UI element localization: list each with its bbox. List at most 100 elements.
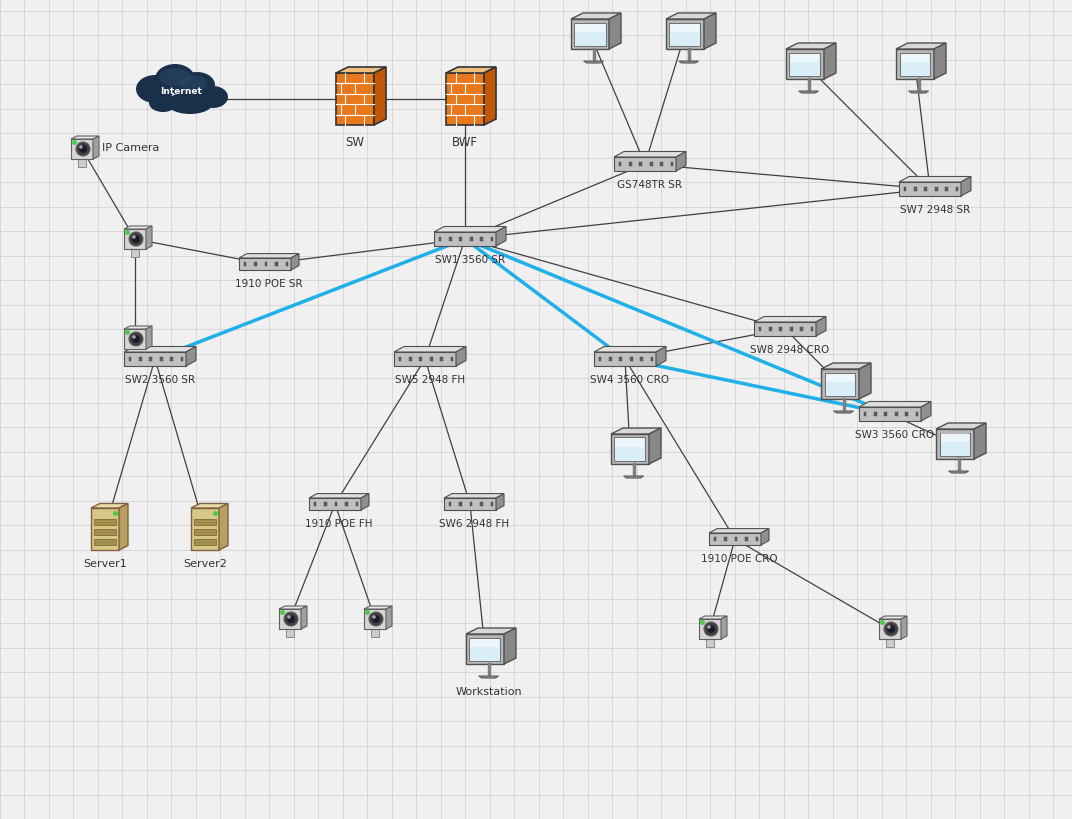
Polygon shape <box>444 499 496 510</box>
Polygon shape <box>899 177 971 183</box>
Polygon shape <box>71 140 93 160</box>
Text: SW5 2948 FH: SW5 2948 FH <box>394 374 465 385</box>
Polygon shape <box>191 509 219 550</box>
Polygon shape <box>124 229 146 250</box>
Polygon shape <box>699 619 721 639</box>
Polygon shape <box>239 259 291 270</box>
FancyBboxPatch shape <box>491 503 493 506</box>
Polygon shape <box>91 504 128 509</box>
Polygon shape <box>496 494 504 510</box>
FancyBboxPatch shape <box>324 503 327 506</box>
Polygon shape <box>670 24 700 47</box>
Polygon shape <box>879 616 907 619</box>
Polygon shape <box>446 74 483 126</box>
Polygon shape <box>799 92 819 94</box>
Circle shape <box>708 626 711 629</box>
FancyBboxPatch shape <box>314 503 316 506</box>
Polygon shape <box>466 634 504 664</box>
FancyBboxPatch shape <box>905 413 908 416</box>
FancyBboxPatch shape <box>286 629 294 637</box>
Polygon shape <box>434 233 496 247</box>
Text: SW8 2948 CRO: SW8 2948 CRO <box>750 345 830 355</box>
Text: Internet: Internet <box>160 88 202 97</box>
FancyBboxPatch shape <box>629 358 632 361</box>
Ellipse shape <box>179 76 207 92</box>
Polygon shape <box>124 329 146 350</box>
Circle shape <box>132 236 136 239</box>
Text: SW: SW <box>345 136 364 149</box>
Polygon shape <box>940 434 969 442</box>
Circle shape <box>888 626 891 629</box>
Polygon shape <box>761 529 769 545</box>
FancyBboxPatch shape <box>620 358 622 361</box>
FancyBboxPatch shape <box>724 537 727 541</box>
Polygon shape <box>821 364 870 369</box>
Circle shape <box>287 616 291 619</box>
Polygon shape <box>309 499 361 510</box>
Polygon shape <box>789 53 820 76</box>
Ellipse shape <box>167 93 213 115</box>
Polygon shape <box>444 494 504 499</box>
FancyBboxPatch shape <box>94 529 116 536</box>
FancyBboxPatch shape <box>800 328 803 332</box>
FancyBboxPatch shape <box>371 629 379 637</box>
FancyBboxPatch shape <box>914 188 917 192</box>
Polygon shape <box>786 44 836 50</box>
Polygon shape <box>821 369 859 400</box>
Circle shape <box>79 146 87 154</box>
Polygon shape <box>483 68 496 126</box>
Ellipse shape <box>155 65 195 95</box>
Polygon shape <box>824 373 855 396</box>
Polygon shape <box>666 20 704 50</box>
FancyBboxPatch shape <box>399 358 401 361</box>
Polygon shape <box>699 616 727 619</box>
FancyBboxPatch shape <box>470 503 473 506</box>
Circle shape <box>132 336 136 339</box>
Ellipse shape <box>159 69 191 87</box>
Circle shape <box>372 616 376 619</box>
Text: GS748TR SR: GS748TR SR <box>617 180 683 190</box>
FancyBboxPatch shape <box>334 503 338 506</box>
FancyBboxPatch shape <box>706 639 714 647</box>
Polygon shape <box>471 639 500 647</box>
Polygon shape <box>834 411 853 414</box>
Polygon shape <box>374 68 386 126</box>
Circle shape <box>79 146 83 150</box>
Text: SW6 2948 FH: SW6 2948 FH <box>438 518 509 528</box>
Text: Server2: Server2 <box>183 559 227 568</box>
Polygon shape <box>859 364 870 400</box>
Polygon shape <box>583 62 604 64</box>
FancyBboxPatch shape <box>438 238 442 242</box>
Circle shape <box>129 333 143 346</box>
Ellipse shape <box>198 87 228 109</box>
Polygon shape <box>361 494 369 510</box>
FancyBboxPatch shape <box>480 503 482 506</box>
Polygon shape <box>656 347 666 367</box>
FancyBboxPatch shape <box>450 358 453 361</box>
Polygon shape <box>446 68 496 74</box>
FancyBboxPatch shape <box>265 263 267 266</box>
Polygon shape <box>939 433 970 456</box>
Circle shape <box>132 236 139 243</box>
Polygon shape <box>394 352 456 367</box>
FancyBboxPatch shape <box>639 163 642 166</box>
Polygon shape <box>614 158 676 172</box>
FancyBboxPatch shape <box>734 537 738 541</box>
Polygon shape <box>336 68 386 74</box>
Polygon shape <box>615 439 644 447</box>
FancyBboxPatch shape <box>895 413 897 416</box>
FancyBboxPatch shape <box>441 358 443 361</box>
FancyBboxPatch shape <box>714 537 716 541</box>
Polygon shape <box>679 62 699 64</box>
Polygon shape <box>571 14 621 20</box>
Polygon shape <box>899 183 961 197</box>
FancyBboxPatch shape <box>243 263 247 266</box>
FancyBboxPatch shape <box>790 328 792 332</box>
Polygon shape <box>666 14 716 20</box>
FancyBboxPatch shape <box>345 503 348 506</box>
FancyBboxPatch shape <box>430 358 433 361</box>
Polygon shape <box>899 53 930 76</box>
Polygon shape <box>721 616 727 639</box>
Text: 1910 POE FH: 1910 POE FH <box>306 518 373 528</box>
FancyBboxPatch shape <box>924 188 927 192</box>
